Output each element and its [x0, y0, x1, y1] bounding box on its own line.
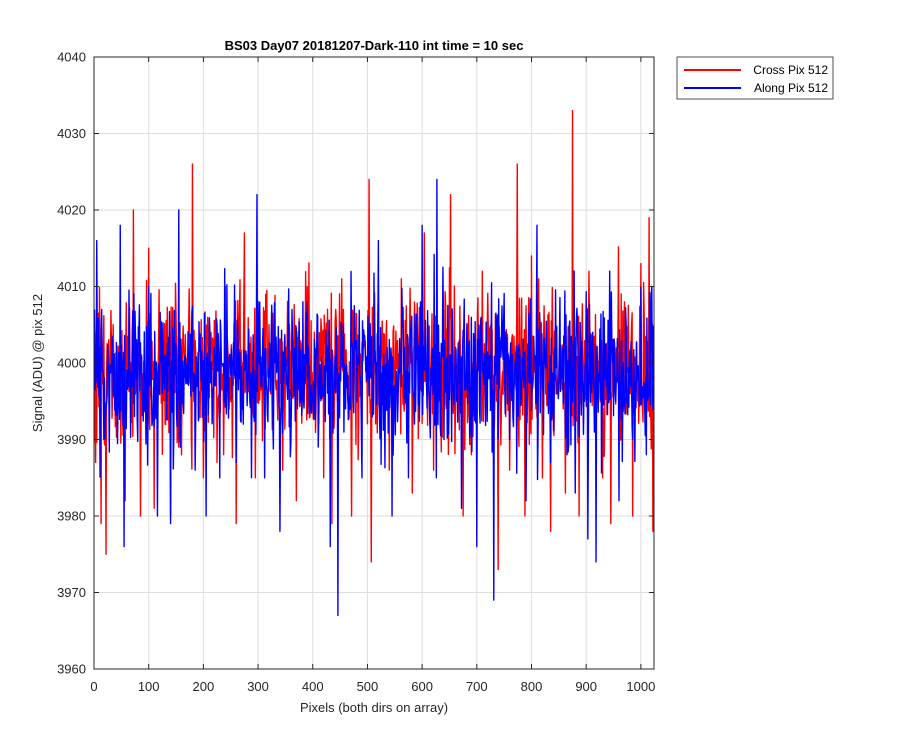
- x-tick-label: 200: [193, 679, 215, 694]
- legend-box: [676, 56, 834, 100]
- y-tick-label: 4010: [57, 279, 86, 294]
- legend: Cross Pix 512 Along Pix 512: [676, 56, 834, 100]
- y-tick-label: 4020: [57, 203, 86, 218]
- x-tick-label: 800: [521, 679, 543, 694]
- y-tick-label: 4000: [57, 356, 86, 371]
- x-tick-label: 0: [90, 679, 97, 694]
- y-tick-label: 3990: [57, 432, 86, 447]
- series-along-pix-512-line: [94, 178, 654, 617]
- y-axis-label: Signal (ADU) @ pix 512: [30, 294, 45, 432]
- x-tick-label: 1000: [626, 679, 655, 694]
- legend-label-cross: Cross Pix 512: [753, 63, 828, 77]
- y-tick-label: 3980: [57, 509, 86, 524]
- axis-ticks: 0 100 200 300 400 500 600 700 800 900 1000 3960 3970…: [57, 50, 655, 695]
- x-tick-label: 600: [411, 679, 433, 694]
- y-tick-label: 3960: [57, 662, 86, 677]
- x-tick-label: 300: [247, 679, 269, 694]
- x-tick-label: 500: [357, 679, 379, 694]
- legend-label-along: Along Pix 512: [754, 81, 828, 95]
- x-tick-label: 700: [466, 679, 488, 694]
- x-tick-label: 400: [302, 679, 324, 694]
- x-tick-label: 900: [575, 679, 597, 694]
- x-tick-label: 100: [138, 679, 160, 694]
- y-tick-label: 4040: [57, 50, 86, 65]
- x-axis-label: Pixels (both dirs on array): [300, 700, 448, 715]
- y-tick-label: 3970: [57, 585, 86, 600]
- series-layer: [94, 109, 654, 617]
- y-tick-label: 4030: [57, 126, 86, 141]
- chart-title: BS03 Day07 20181207-Dark-110 int time = …: [225, 38, 524, 53]
